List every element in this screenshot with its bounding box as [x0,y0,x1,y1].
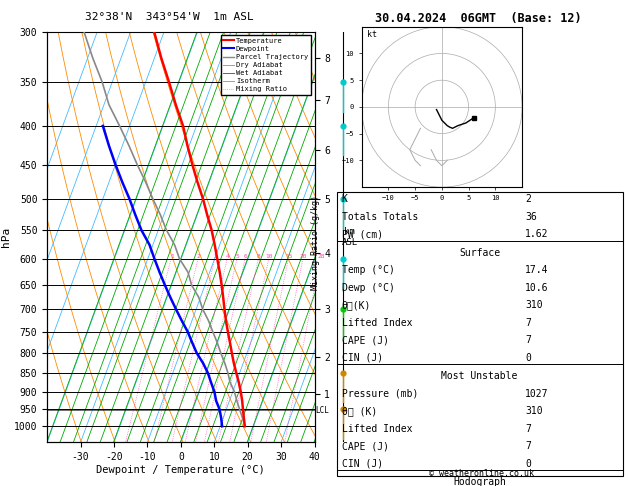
X-axis label: Dewpoint / Temperature (°C): Dewpoint / Temperature (°C) [96,465,265,475]
Text: 17.4: 17.4 [525,265,548,275]
Text: 28: 28 [317,254,325,259]
Legend: Temperature, Dewpoint, Parcel Trajectory, Dry Adiabat, Wet Adiabat, Isotherm, Mi: Temperature, Dewpoint, Parcel Trajectory… [221,35,311,95]
Text: 1: 1 [170,254,174,259]
Text: LCL: LCL [316,406,330,415]
Text: CIN (J): CIN (J) [342,459,382,469]
Y-axis label: km
ASL: km ASL [342,227,358,246]
Y-axis label: hPa: hPa [1,227,11,247]
Text: 310: 310 [525,300,543,310]
Text: 2: 2 [197,254,201,259]
Text: 15: 15 [286,254,293,259]
Text: Pressure (mb): Pressure (mb) [342,389,418,399]
Text: 8: 8 [257,254,261,259]
Text: θᴇ (K): θᴇ (K) [342,406,377,416]
Text: CIN (J): CIN (J) [342,353,382,363]
Text: θᴇ(K): θᴇ(K) [342,300,371,310]
Text: 1.62: 1.62 [525,229,548,240]
Text: 7: 7 [525,318,531,328]
Text: 10.6: 10.6 [525,283,548,293]
Text: kt: kt [367,31,377,39]
Text: 6: 6 [244,254,248,259]
Text: 30.04.2024  06GMT  (Base: 12): 30.04.2024 06GMT (Base: 12) [375,12,581,25]
Text: 20: 20 [300,254,308,259]
Text: Surface: Surface [459,248,500,258]
Text: Hodograph: Hodograph [453,477,506,486]
Text: 2: 2 [525,194,531,205]
Text: Temp (°C): Temp (°C) [342,265,394,275]
Text: 5: 5 [236,254,240,259]
Text: 7: 7 [525,424,531,434]
Text: CAPE (J): CAPE (J) [342,335,389,345]
Text: 10: 10 [265,254,273,259]
Text: Lifted Index: Lifted Index [342,318,412,328]
Text: 36: 36 [525,212,537,222]
Text: Totals Totals: Totals Totals [342,212,418,222]
Text: Dewp (°C): Dewp (°C) [342,283,394,293]
Text: K: K [342,194,347,205]
Text: Most Unstable: Most Unstable [442,371,518,381]
Text: 0: 0 [525,459,531,469]
Text: 4: 4 [226,254,230,259]
Text: 7: 7 [525,335,531,345]
Text: 0: 0 [525,353,531,363]
Text: Mixing Ratio (g/kg): Mixing Ratio (g/kg) [311,195,320,291]
Text: 3: 3 [214,254,217,259]
Text: PW (cm): PW (cm) [342,229,382,240]
Text: 7: 7 [525,441,531,451]
Text: CAPE (J): CAPE (J) [342,441,389,451]
Text: 1027: 1027 [525,389,548,399]
Text: Lifted Index: Lifted Index [342,424,412,434]
Text: 32°38'N  343°54'W  1m ASL: 32°38'N 343°54'W 1m ASL [86,12,254,22]
Text: © weatheronline.co.uk: © weatheronline.co.uk [429,469,533,478]
Text: 310: 310 [525,406,543,416]
